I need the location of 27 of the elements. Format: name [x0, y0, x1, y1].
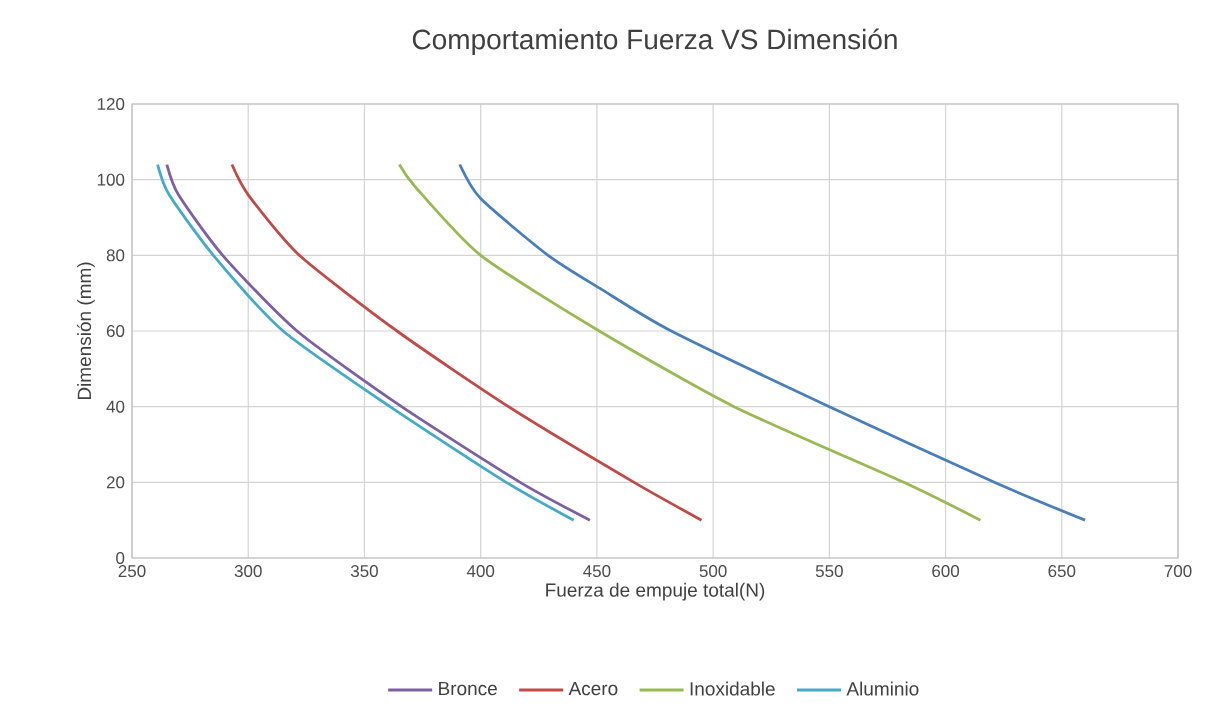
line-series: [230, 163, 703, 522]
x-tick-label: 700: [1164, 565, 1192, 578]
y-tick-label: 40: [106, 400, 125, 413]
x-tick-label: 450: [583, 565, 611, 578]
y-tick-label: 60: [106, 325, 125, 338]
x-tick-label: 650: [1048, 565, 1076, 578]
x-tick-label: 400: [466, 565, 495, 578]
x-axis-title: Fuerza de empuje total(N): [546, 582, 765, 601]
legend-label: Aluminio: [846, 681, 919, 696]
y-tick-label: 100: [97, 173, 125, 186]
chart-title: Comportamiento Fuerza VS Dimensión: [412, 28, 897, 55]
legend-label: Inoxidable: [690, 681, 775, 696]
y-tick-label: 20: [106, 476, 125, 489]
y-tick-label: 0: [116, 552, 125, 565]
y-tick-label: 120: [97, 97, 125, 111]
line-series: [458, 163, 1087, 522]
x-tick-label: 250: [118, 565, 146, 578]
legend-label: Bronce: [439, 681, 497, 696]
x-tick-label: 600: [932, 565, 960, 578]
y-axis-title: Dimensión (mm): [76, 262, 95, 400]
x-tick-label: 300: [234, 565, 262, 578]
x-tick-label: 350: [350, 565, 378, 578]
legend-label: Acero: [568, 681, 618, 696]
x-tick-label: 500: [699, 565, 727, 578]
x-tick-label: 550: [815, 565, 843, 578]
y-tick-label: 80: [106, 249, 125, 262]
line-series: [397, 163, 982, 522]
